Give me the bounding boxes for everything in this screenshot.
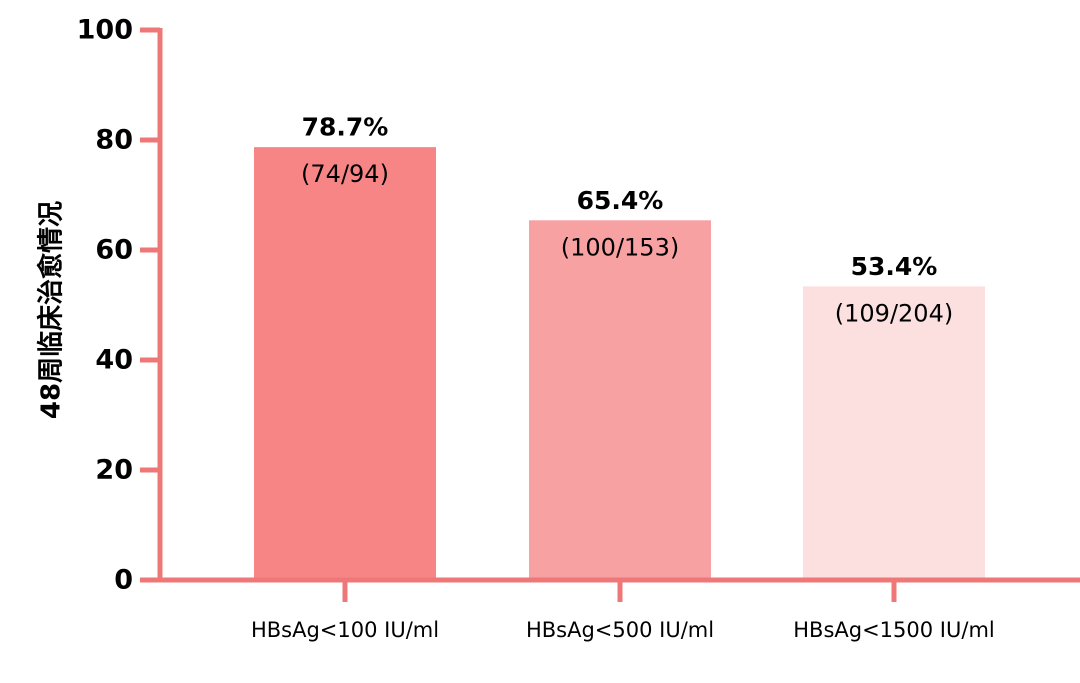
y-tick-label-100: 100	[77, 15, 133, 46]
labels-layer: 0 20 40 60 80 100 HBsAg<100 IU/ml HBsAg<500 IU/…	[77, 15, 995, 643]
x-tick-label-2: HBsAg<500 IU/ml	[526, 618, 714, 642]
data-label-percent-3: 53.4%	[851, 252, 938, 281]
y-tick-label-40: 40	[95, 345, 133, 376]
bar-1	[254, 147, 436, 580]
y-tick-label-80: 80	[95, 125, 133, 156]
data-label-count-2: (100/153)	[561, 233, 679, 261]
x-tick-label-1: HBsAg<100 IU/ml	[251, 618, 439, 642]
x-tick-label-3: HBsAg<1500 IU/ml	[793, 618, 994, 642]
bar-3	[803, 286, 985, 580]
data-label-count-1: (74/94)	[301, 160, 389, 188]
y-tick-label-0: 0	[114, 565, 133, 596]
data-label-percent-1: 78.7%	[302, 113, 389, 142]
data-label-percent-2: 65.4%	[577, 186, 664, 215]
y-tick-label-20: 20	[95, 455, 133, 486]
bars-layer	[254, 147, 985, 581]
y-tick-label-60: 60	[95, 235, 133, 266]
y-axis-title: 48周临床治愈情况	[36, 201, 67, 419]
axes-layer	[140, 27, 1080, 602]
data-label-count-3: (109/204)	[835, 299, 953, 327]
bar-2	[529, 220, 711, 581]
